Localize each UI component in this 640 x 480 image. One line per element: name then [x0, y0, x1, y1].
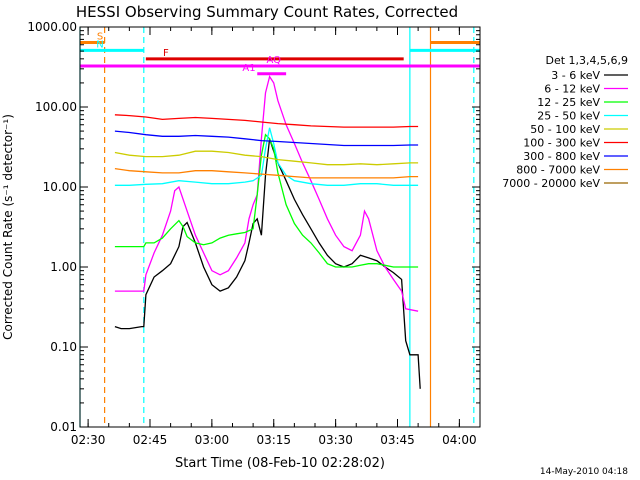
legend-title: Det 1,3,4,5,6,9 [545, 54, 628, 67]
legend-label-3: 25 - 50 keV [537, 110, 600, 123]
plot-frame [79, 26, 481, 428]
y-tick-label-0: 1000.00 [27, 20, 77, 34]
x-tick-label-3: 03:15 [256, 433, 291, 447]
y-tick-label-5: 0.01 [50, 420, 77, 434]
series-line-4 [114, 150, 419, 166]
series-lines [114, 74, 421, 389]
flag-label-s: S [97, 32, 103, 43]
flag-label-n: N [96, 39, 103, 50]
series-line-3 [114, 127, 419, 186]
series-line-6 [114, 130, 419, 147]
flag-label-f: F [163, 48, 169, 59]
x-tick-label-1: 02:45 [133, 433, 168, 447]
legend-label-7: 800 - 7000 keV [516, 164, 600, 177]
x-axis-label: Start Time (08-Feb-10 02:28:02) [175, 456, 385, 471]
series-line-2 [114, 133, 419, 268]
chart-title: HESSI Observing Summary Count Rates, Cor… [76, 3, 458, 21]
x-tick-label-2: 03:00 [195, 433, 230, 447]
y-axis-label: Corrected Count Rate (s⁻¹ detector⁻¹) [1, 114, 15, 340]
series-line-7 [114, 167, 419, 179]
y-tick-label-4: 0.10 [50, 340, 77, 354]
legend-label-1: 6 - 12 keV [544, 83, 600, 96]
footer-timestamp: 14-May-2010 04:18 [540, 467, 628, 477]
flag-label-a1: A1 [242, 63, 255, 74]
legend-label-0: 3 - 6 keV [551, 69, 600, 82]
legend-label-4: 50 - 100 keV [530, 123, 600, 136]
flag-bars: SN F AQ A1 [80, 32, 480, 76]
series-line-5 [114, 114, 419, 128]
legend-label-5: 100 - 300 keV [523, 137, 600, 150]
legend-label-8: 7000 - 20000 keV [502, 177, 600, 190]
axis-ticks: 02:30 02:45 03:00 03:15 03:30 03:45 04:00 1000.… [27, 20, 481, 447]
flag-label-aq: AQ [266, 55, 281, 66]
x-tick-label-6: 04:00 [442, 433, 477, 447]
y-tick-label-3: 1.00 [50, 260, 77, 274]
legend-label-2: 12 - 25 keV [537, 96, 600, 109]
x-tick-label-0: 02:30 [71, 433, 106, 447]
series-line-0 [114, 138, 421, 389]
event-markers [79, 27, 475, 427]
x-tick-label-4: 03:30 [318, 433, 353, 447]
series-line-1 [114, 74, 419, 312]
y-tick-label-2: 10.00 [43, 180, 77, 194]
legend-label-6: 300 - 800 keV [523, 150, 600, 163]
y-tick-label-1: 100.00 [35, 100, 77, 114]
x-tick-label-5: 03:45 [380, 433, 415, 447]
